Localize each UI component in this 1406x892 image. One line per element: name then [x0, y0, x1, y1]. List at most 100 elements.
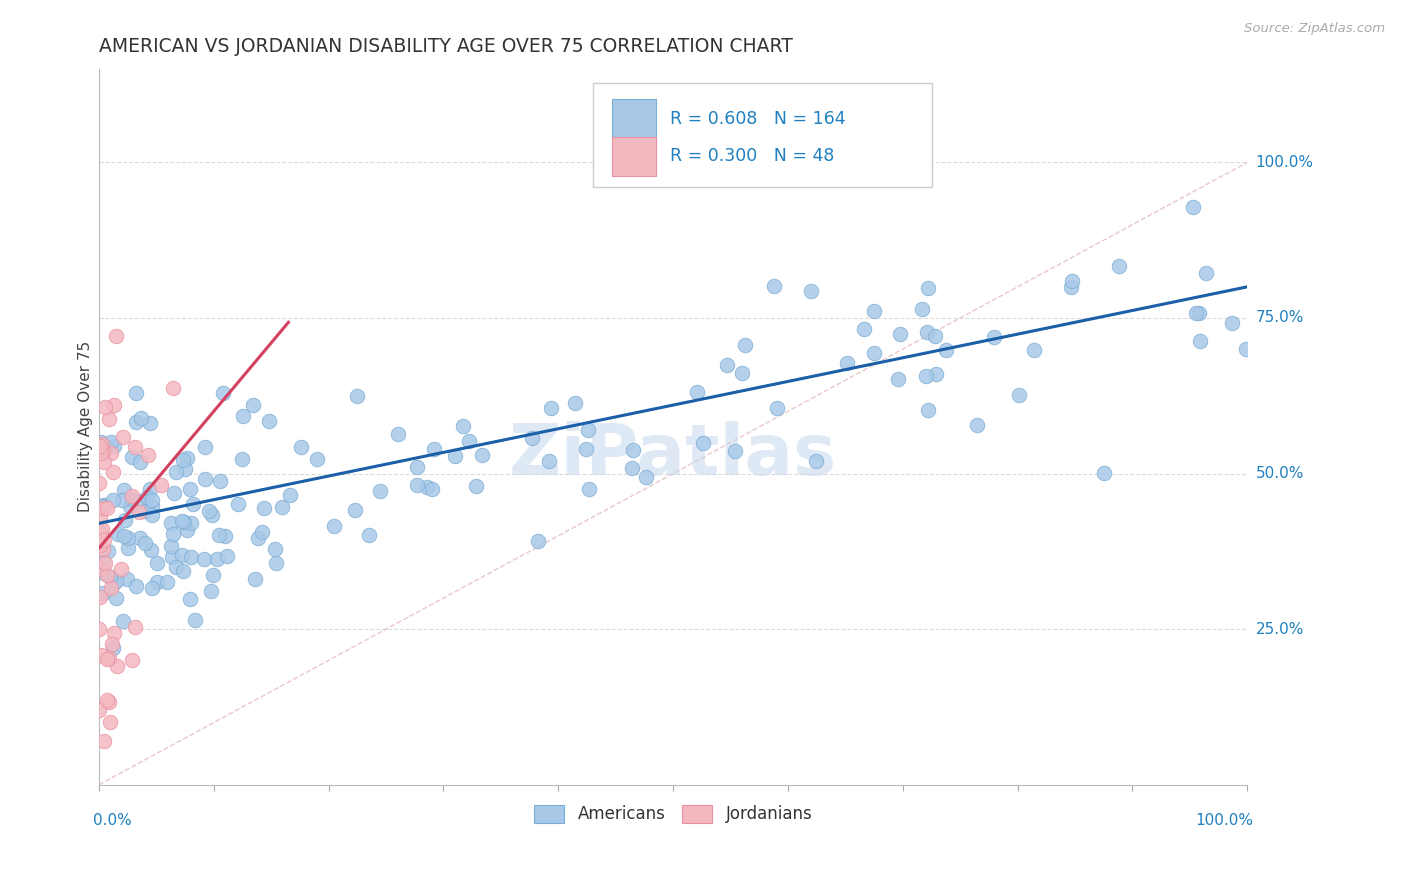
Point — [91, 500, 114, 515]
Point — [124, 440, 146, 454]
Point — [464, 479, 486, 493]
Point — [208, 527, 231, 541]
Point — [98, 650, 121, 665]
Point — [172, 452, 194, 467]
Point — [863, 303, 886, 318]
Point — [346, 389, 368, 403]
Point — [156, 574, 179, 589]
Point — [406, 460, 429, 475]
Point — [170, 514, 193, 528]
Point — [163, 485, 186, 500]
Point — [271, 500, 294, 514]
Point — [117, 541, 139, 556]
Point — [416, 480, 439, 494]
Point — [194, 440, 217, 454]
Point — [853, 322, 876, 336]
Point — [129, 410, 152, 425]
Point — [138, 482, 160, 496]
Point — [141, 499, 163, 513]
FancyBboxPatch shape — [612, 99, 657, 138]
Point — [1108, 259, 1130, 273]
Point — [357, 527, 380, 541]
Point — [540, 401, 562, 415]
Point — [91, 541, 114, 556]
Point — [252, 501, 274, 516]
Point — [160, 539, 183, 553]
Point — [111, 614, 134, 628]
Point — [578, 482, 600, 496]
Point — [91, 499, 114, 513]
Point — [194, 472, 217, 486]
Point — [323, 519, 346, 533]
FancyBboxPatch shape — [593, 83, 932, 187]
Point — [1024, 343, 1046, 357]
Point — [139, 542, 162, 557]
Point — [1195, 266, 1218, 280]
Point — [193, 551, 215, 566]
Point — [114, 513, 136, 527]
Point — [176, 523, 198, 537]
Text: 100.0%: 100.0% — [1195, 814, 1253, 829]
Point — [184, 613, 207, 627]
Point — [935, 343, 957, 358]
Point — [247, 531, 270, 545]
Point — [117, 531, 139, 545]
Point — [180, 516, 202, 530]
Point — [762, 279, 785, 293]
Point — [93, 566, 115, 581]
Point — [125, 386, 148, 401]
FancyBboxPatch shape — [612, 136, 657, 176]
Point — [127, 493, 149, 508]
Point — [862, 346, 884, 360]
Point — [176, 451, 198, 466]
Point — [121, 450, 143, 464]
Point — [121, 653, 143, 667]
Point — [101, 493, 124, 508]
Point — [917, 281, 939, 295]
Point — [527, 534, 550, 549]
Point — [686, 385, 709, 400]
Point — [134, 536, 156, 550]
Point — [111, 430, 134, 444]
Point — [101, 465, 124, 479]
Point — [93, 498, 115, 512]
Point — [724, 444, 747, 458]
Point — [925, 368, 948, 382]
Point — [201, 508, 224, 522]
Point — [121, 490, 143, 504]
Point — [149, 478, 172, 492]
Point — [121, 492, 143, 507]
Point — [1236, 343, 1258, 357]
Point — [110, 493, 132, 508]
Point — [576, 423, 599, 437]
Point — [243, 572, 266, 586]
Point — [200, 584, 222, 599]
Point — [162, 381, 184, 395]
Point — [564, 396, 586, 410]
Point — [731, 366, 754, 380]
Point — [112, 528, 135, 542]
Point — [250, 524, 273, 539]
Point — [135, 490, 157, 504]
Point — [98, 714, 121, 729]
Point — [215, 549, 238, 563]
Point — [90, 525, 112, 540]
Point — [91, 585, 114, 599]
Point — [87, 443, 110, 458]
Point — [1062, 274, 1084, 288]
Point — [457, 434, 479, 448]
Point — [89, 538, 111, 552]
Text: Source: ZipAtlas.com: Source: ZipAtlas.com — [1244, 22, 1385, 36]
Point — [911, 301, 934, 316]
Point — [520, 431, 543, 445]
Point — [141, 493, 163, 508]
Point — [93, 533, 115, 547]
Point — [110, 562, 132, 576]
Point — [129, 455, 152, 469]
Y-axis label: Disability Age Over 75: Disability Age Over 75 — [79, 342, 93, 513]
Point — [100, 637, 122, 651]
Text: AMERICAN VS JORDANIAN DISABILITY AGE OVER 75 CORRELATION CHART: AMERICAN VS JORDANIAN DISABILITY AGE OVE… — [98, 37, 793, 56]
Point — [139, 416, 162, 430]
Text: 25.0%: 25.0% — [1256, 622, 1303, 637]
Point — [257, 415, 280, 429]
